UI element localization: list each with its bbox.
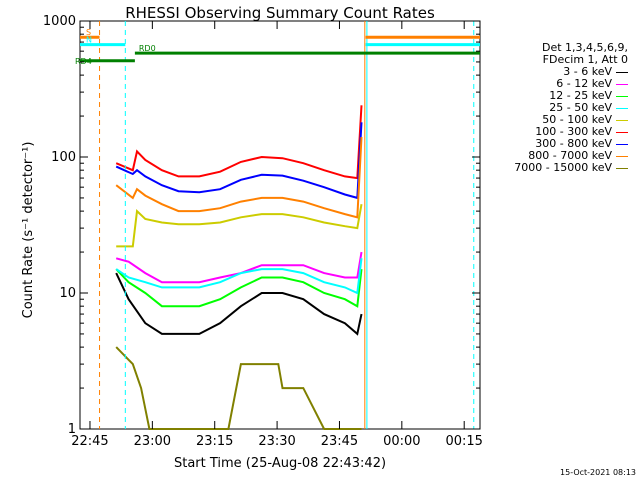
flag-label: RD0 (139, 44, 156, 53)
x-tick-label: 23:45 (321, 434, 358, 449)
flag-label: S (86, 28, 91, 37)
legend-item: 25 - 50 keV (458, 102, 628, 114)
legend-label: 800 - 7000 keV (528, 149, 612, 162)
legend-item: 50 - 100 keV (458, 114, 628, 126)
legend-swatch (616, 131, 628, 133)
legend-swatch (616, 95, 628, 97)
flag-label: RD4 (75, 57, 92, 66)
flag-label: N (86, 36, 92, 45)
series-layer (115, 105, 363, 430)
series-line (115, 346, 362, 430)
x-tick-label: 23:30 (258, 434, 295, 449)
legend-header: FDecim 1, Att 0 (542, 53, 628, 66)
axis-layer: 22:45 23:00 23:15 23:30 23:45 00:00 00:15 1 10 10… (43, 14, 483, 449)
legend-item: 100 - 300 keV (458, 126, 628, 138)
x-tick-label: 00:00 (383, 434, 420, 449)
legend-swatch (616, 143, 628, 145)
plot-frame (79, 20, 481, 430)
legend-item: 300 - 800 keV (458, 138, 628, 150)
legend-swatch (616, 83, 628, 85)
legend-swatch (616, 119, 628, 121)
legend-swatch (616, 71, 628, 73)
y-tick-label: 1000 (43, 14, 76, 29)
x-axis-label: Start Time (25-Aug-08 22:43:42) (174, 456, 386, 471)
series-line (115, 258, 363, 295)
y-tick-label: 100 (51, 150, 76, 165)
x-tick-label: 23:15 (196, 434, 233, 449)
legend-swatch (616, 167, 628, 169)
legend-swatch (616, 155, 628, 157)
y-tick-label: 10 (59, 286, 76, 301)
series-line (115, 137, 363, 219)
legend-label: 3 - 6 keV (563, 65, 612, 78)
legend-label: 25 - 50 keV (549, 101, 612, 114)
x-tick-label: 23:00 (134, 434, 171, 449)
legend-header: Det 1,3,4,5,6,9, (541, 41, 628, 54)
series-line (116, 204, 363, 248)
legend-label: 300 - 800 keV (535, 137, 612, 150)
legend-item: 7000 - 15000 keV (458, 162, 628, 174)
legend-label: 7000 - 15000 keV (514, 161, 612, 174)
legend-label: 12 - 25 keV (549, 89, 612, 102)
legend-label: 50 - 100 keV (542, 113, 612, 126)
series-line (115, 268, 363, 308)
footer-date: 15-Oct-2021 08:13 (560, 468, 636, 477)
chart-title: RHESSI Observing Summary Count Rates (125, 4, 435, 22)
series-line (115, 251, 363, 284)
x-tick-label: 00:15 (445, 434, 482, 449)
legend-item: 800 - 7000 keV (458, 150, 628, 162)
y-axis-label: Count Rate (s⁻¹ detector⁻¹) (21, 142, 36, 319)
legend-label: 6 - 12 keV (556, 77, 612, 90)
series-line (115, 105, 363, 180)
legend-item: 12 - 25 keV (458, 90, 628, 102)
series-line (115, 272, 363, 336)
x-tick-label: 22:45 (71, 434, 108, 449)
y-tick-label: 1 (68, 422, 76, 437)
series-line (115, 122, 363, 200)
flag-layer: SN RD0 RD4 (75, 21, 480, 429)
legend-swatch (616, 107, 628, 109)
legend-item: 6 - 12 keV (458, 78, 628, 90)
legend-item: 3 - 6 keV (458, 66, 628, 78)
legend-label: 100 - 300 keV (535, 125, 612, 138)
